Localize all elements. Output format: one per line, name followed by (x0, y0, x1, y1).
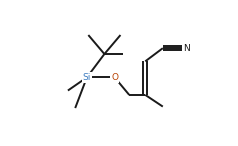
Text: Si: Si (83, 73, 91, 82)
Text: N: N (183, 44, 190, 53)
Text: O: O (111, 73, 118, 82)
